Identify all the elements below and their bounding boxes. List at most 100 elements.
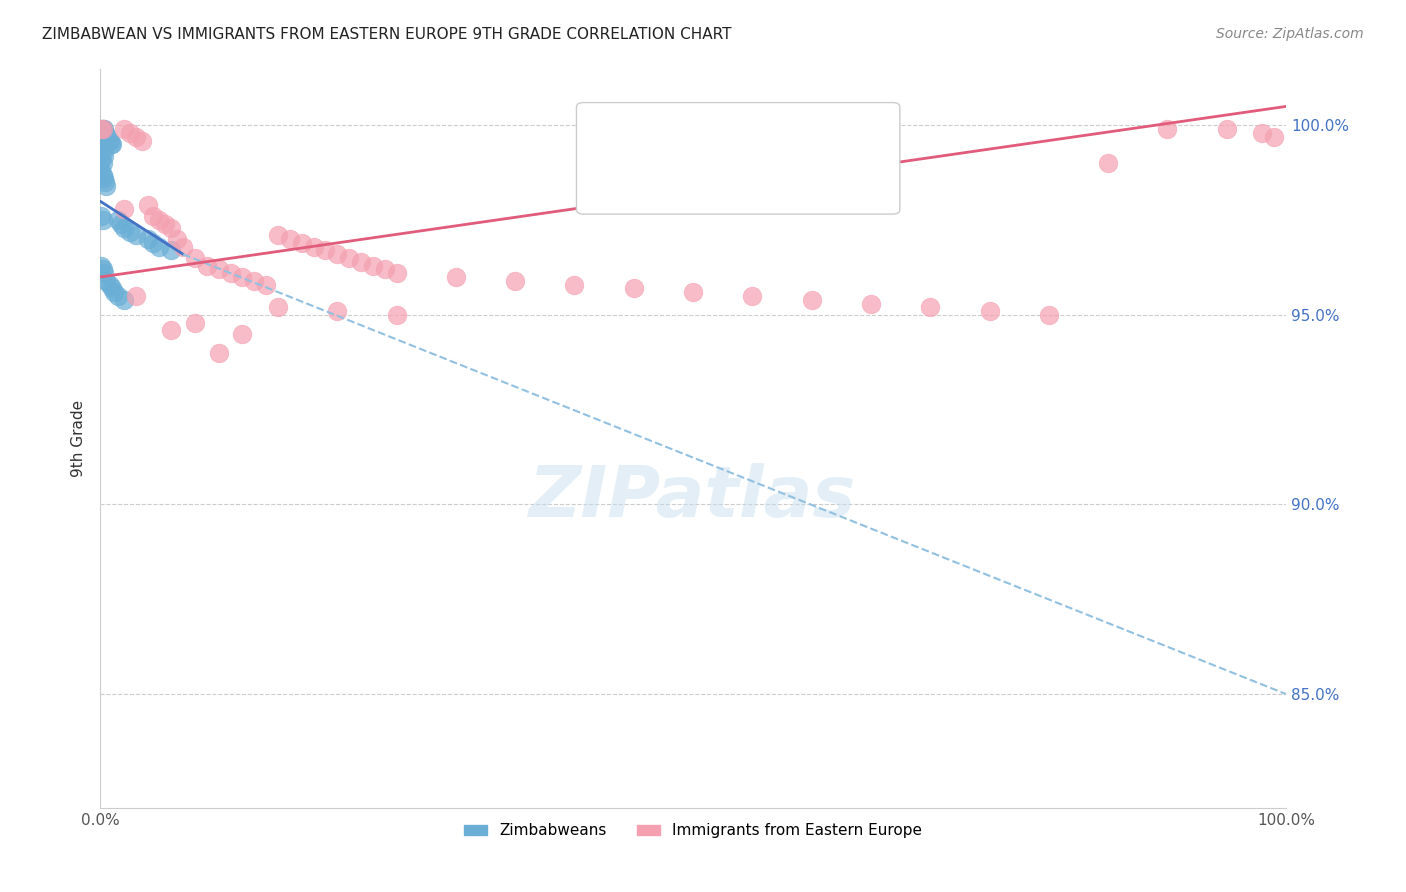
Point	[118, 126, 141, 140]
Point	[93, 149, 115, 163]
Point	[254, 277, 277, 292]
Point	[91, 145, 114, 159]
Point	[93, 126, 115, 140]
Point	[337, 251, 360, 265]
Point	[231, 326, 253, 341]
Point	[160, 244, 183, 258]
Point	[623, 281, 645, 295]
Point	[1251, 126, 1274, 140]
Point	[859, 296, 882, 310]
Point	[93, 129, 115, 144]
Point	[184, 316, 207, 330]
Point	[91, 262, 114, 277]
Point	[118, 225, 141, 239]
Point	[94, 126, 117, 140]
Point	[112, 202, 135, 216]
Point	[94, 126, 117, 140]
Point	[184, 251, 207, 265]
Point	[98, 277, 121, 292]
Point	[94, 134, 117, 148]
Point	[98, 134, 121, 148]
Point	[291, 235, 314, 250]
Point	[93, 266, 115, 280]
Point	[94, 175, 117, 189]
Point	[90, 210, 112, 224]
Point	[101, 137, 124, 152]
Point	[374, 262, 396, 277]
Point	[920, 301, 942, 315]
Point	[361, 259, 384, 273]
Point	[101, 281, 124, 295]
Point	[385, 308, 408, 322]
Text: N = 51: N = 51	[773, 121, 841, 139]
Point	[800, 293, 823, 307]
Point	[564, 277, 586, 292]
Text: R =  0.382: R = 0.382	[636, 173, 731, 191]
Point	[91, 126, 114, 140]
Point	[125, 289, 148, 303]
Point	[1215, 122, 1237, 136]
Point	[148, 213, 170, 227]
Point	[110, 217, 132, 231]
Point	[208, 346, 231, 360]
Point	[93, 129, 115, 144]
Point	[131, 134, 153, 148]
Point	[90, 122, 112, 136]
Point	[112, 220, 135, 235]
Point	[93, 122, 115, 136]
Point	[267, 228, 290, 243]
Point	[1038, 308, 1060, 322]
Text: ZIMBABWEAN VS IMMIGRANTS FROM EASTERN EUROPE 9TH GRADE CORRELATION CHART: ZIMBABWEAN VS IMMIGRANTS FROM EASTERN EU…	[42, 27, 731, 42]
Point	[243, 274, 266, 288]
Point	[600, 179, 623, 194]
Point	[136, 198, 159, 212]
Text: ZIPatlas: ZIPatlas	[529, 463, 856, 532]
Point	[166, 232, 188, 246]
Point	[91, 122, 114, 136]
Point	[136, 232, 159, 246]
Text: Source: ZipAtlas.com: Source: ZipAtlas.com	[1216, 27, 1364, 41]
Point	[90, 126, 112, 140]
Point	[503, 274, 526, 288]
Point	[112, 293, 135, 307]
Point	[91, 156, 114, 170]
Point	[278, 232, 301, 246]
Y-axis label: 9th Grade: 9th Grade	[72, 400, 86, 476]
Point	[97, 134, 120, 148]
Point	[94, 274, 117, 288]
Point	[444, 270, 467, 285]
Point	[326, 247, 349, 261]
Point	[107, 213, 129, 227]
Point	[90, 259, 112, 273]
Point	[125, 228, 148, 243]
Point	[350, 255, 373, 269]
Point	[103, 285, 125, 300]
Point	[93, 171, 115, 186]
Point	[208, 262, 231, 277]
Point	[91, 122, 114, 136]
Point	[385, 266, 408, 280]
Point	[231, 270, 253, 285]
Text: N = 56: N = 56	[773, 173, 841, 191]
Point	[91, 122, 114, 136]
Point	[94, 134, 117, 148]
Point	[90, 153, 112, 167]
Point	[302, 240, 325, 254]
Legend: Zimbabweans, Immigrants from Eastern Europe: Zimbabweans, Immigrants from Eastern Eur…	[458, 817, 928, 845]
Point	[155, 217, 177, 231]
Point	[267, 301, 290, 315]
Point	[195, 259, 218, 273]
Point	[100, 137, 122, 152]
Point	[1097, 156, 1119, 170]
Point	[94, 129, 117, 144]
Point	[91, 213, 114, 227]
Point	[125, 129, 148, 144]
Point	[682, 285, 704, 300]
Point	[142, 235, 165, 250]
Point	[600, 128, 623, 142]
Point	[91, 129, 114, 144]
Point	[91, 168, 114, 182]
Point	[1156, 122, 1178, 136]
Point	[160, 220, 183, 235]
Point	[172, 240, 194, 254]
